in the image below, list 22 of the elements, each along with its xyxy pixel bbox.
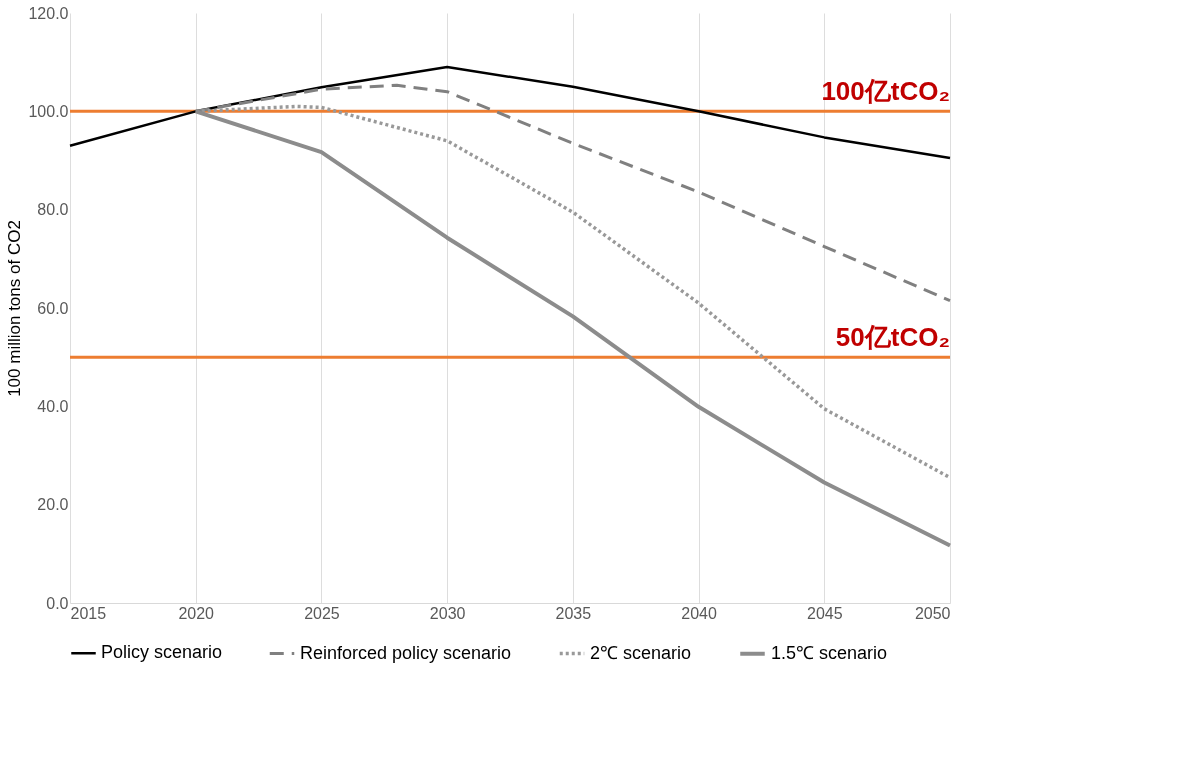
y-tick-label: 80.0 [37,201,69,219]
x-tick-label: 2015 [70,604,107,622]
x-tick-label: 2045 [806,604,843,622]
x-tick-label: 2025 [304,604,340,622]
ref-line-label: 100亿tCO₂ [821,76,950,107]
y-tick-label: 0.0 [46,594,69,612]
x-tick-label: 2035 [555,604,592,622]
legend-label: Policy scenario [101,642,223,663]
legend-label: Reinforced policy scenario [300,642,512,663]
x-tick-label: 2040 [681,604,717,622]
ref-line-label: 50亿tCO₂ [835,322,950,353]
y-axis-title: 100 million tons of CO2 [5,220,25,397]
x-tick-label: 2050 [914,604,951,622]
x-tick-label: 2030 [429,604,466,622]
legend-label: 1.5℃ scenario [771,642,888,663]
y-tick-label: 60.0 [37,299,69,317]
legend-label: 2℃ scenario [590,642,692,663]
y-tick-label: 100.0 [28,102,69,120]
y-tick-label: 120.0 [28,4,69,22]
y-tick-label: 20.0 [37,496,69,514]
x-tick-label: 2020 [178,604,215,622]
y-tick-label: 40.0 [37,397,69,415]
